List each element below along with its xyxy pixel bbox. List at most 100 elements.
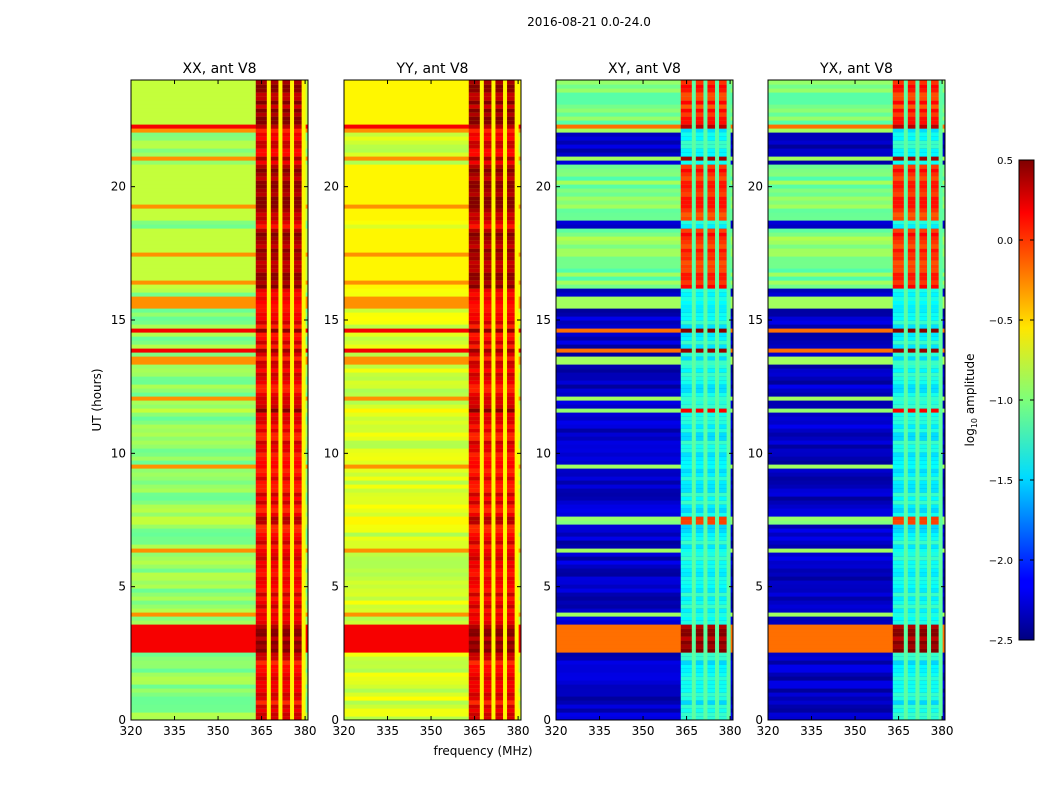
heatmap-row-76 <box>344 416 521 421</box>
heatmap-row-130 <box>768 200 945 205</box>
heatmap-row-8 <box>344 688 521 693</box>
heatmap-row-101 <box>556 316 733 321</box>
heatmap-row-60 <box>768 480 945 485</box>
heatmap-row-69 <box>131 444 308 449</box>
heatmap-row-94 <box>768 344 945 349</box>
heatmap-row-150 <box>768 120 945 125</box>
heatmap-row-26 <box>131 616 308 621</box>
heatmap-row-79 <box>556 404 733 409</box>
heatmap-row-102 <box>131 312 308 317</box>
heatmap-row-137 <box>768 172 945 177</box>
heatmap-row-111 <box>131 276 308 281</box>
heatmap-row-92 <box>768 352 945 357</box>
heatmap-row-32 <box>768 592 945 597</box>
heatmap-row-65 <box>556 460 733 465</box>
heatmap-row-92 <box>556 352 733 357</box>
interference-gap-3 <box>503 80 508 720</box>
heatmap-row-40 <box>344 560 521 565</box>
heatmap-row-52 <box>344 512 521 517</box>
heatmap-row-96 <box>556 336 733 341</box>
heatmap-row-48 <box>131 528 308 533</box>
heatmap-row-17 <box>768 652 945 657</box>
y-tick-label: 15 <box>748 313 763 327</box>
heatmap-row-85 <box>768 380 945 385</box>
heatmap-row-1 <box>131 716 308 720</box>
heatmap-row-97 <box>344 332 521 337</box>
heatmap-row-50 <box>556 520 733 525</box>
heatmap-row-135 <box>344 180 521 185</box>
heatmap-row-125 <box>131 220 308 225</box>
heatmap-row-3 <box>131 708 308 713</box>
heatmap-row-61 <box>131 476 308 481</box>
x-tick-label: 320 <box>120 724 143 738</box>
heatmap-row-41 <box>768 556 945 561</box>
heatmap-row-125 <box>556 220 733 225</box>
heatmap-row-84 <box>556 384 733 389</box>
heatmap-row-4 <box>556 704 733 709</box>
heatmap-row-114 <box>768 264 945 269</box>
heatmap-row-105 <box>344 300 521 305</box>
heatmap-row-132 <box>556 192 733 197</box>
heatmap-row-8 <box>131 688 308 693</box>
heatmap-row-91 <box>556 356 733 361</box>
heatmap-row-144 <box>768 144 945 149</box>
y-tick-label: 5 <box>118 580 126 594</box>
heatmap-row-136 <box>344 176 521 181</box>
heatmap-row-69 <box>344 444 521 449</box>
heatmap-row-19 <box>556 644 733 649</box>
heatmap-row-103 <box>768 308 945 313</box>
heatmap-row-29 <box>131 604 308 609</box>
heatmap-row-115 <box>131 260 308 265</box>
heatmap-row-126 <box>131 216 308 221</box>
heatmap-row-91 <box>344 356 521 361</box>
heatmap-row-49 <box>131 524 308 529</box>
heatmap-row-141 <box>768 156 945 161</box>
heatmap-row-82 <box>344 392 521 397</box>
heatmap-row-118 <box>344 248 521 253</box>
heatmap-row-136 <box>768 176 945 181</box>
heatmap-row-29 <box>344 604 521 609</box>
heatmap-row-148 <box>556 128 733 133</box>
heatmap-row-10 <box>344 680 521 685</box>
heatmap-panel-1: XX, ant V8 320 335 350 365 380 0 5 10 15 20 <box>111 61 317 738</box>
heatmap-row-64 <box>556 464 733 469</box>
heatmap-row-25 <box>768 620 945 625</box>
heatmap-row-33 <box>344 588 521 593</box>
heatmap-row-151 <box>131 116 308 121</box>
heatmap-row-48 <box>556 528 733 533</box>
y-tick-label: 5 <box>543 580 551 594</box>
panel-title: YX, ant V8 <box>819 61 893 77</box>
heatmap-row-84 <box>131 384 308 389</box>
heatmap-row-89 <box>344 364 521 369</box>
heatmap-row-153 <box>556 108 733 113</box>
heatmap-row-96 <box>768 336 945 341</box>
heatmap-row-26 <box>556 616 733 621</box>
heatmap-row-66 <box>556 456 733 461</box>
heatmap-row-88 <box>344 368 521 373</box>
heatmap-row-134 <box>768 184 945 189</box>
heatmap-row-154 <box>131 104 308 109</box>
heatmap-row-41 <box>131 556 308 561</box>
heatmap-row-89 <box>556 364 733 369</box>
heatmap-row-102 <box>768 312 945 317</box>
heatmap-row-76 <box>131 416 308 421</box>
heatmap-row-21 <box>556 636 733 641</box>
heatmap-row-21 <box>768 636 945 641</box>
heatmap-row-32 <box>131 592 308 597</box>
heatmap-row-51 <box>344 516 521 521</box>
heatmap-row-109 <box>768 284 945 289</box>
colorbar-tick-label: −2.0 <box>989 556 1013 567</box>
heatmap-row-133 <box>344 188 521 193</box>
heatmap-row-133 <box>768 188 945 193</box>
colorbar: 0.5 0.0 −0.5 −1.0 −1.5 −2.0 −2.5 log10 amplitu… <box>963 156 1035 647</box>
heatmap-row-79 <box>131 404 308 409</box>
heatmap-row-68 <box>556 448 733 453</box>
heatmap-row-74 <box>556 424 733 429</box>
heatmap-row-46 <box>131 536 308 541</box>
heatmap-row-122 <box>768 232 945 237</box>
heatmap-row-75 <box>131 420 308 425</box>
interference-gap-1 <box>903 80 908 720</box>
heatmap-row-68 <box>768 448 945 453</box>
heatmap-row-28 <box>556 608 733 613</box>
colorbar-tick-label: −2.5 <box>989 636 1013 647</box>
